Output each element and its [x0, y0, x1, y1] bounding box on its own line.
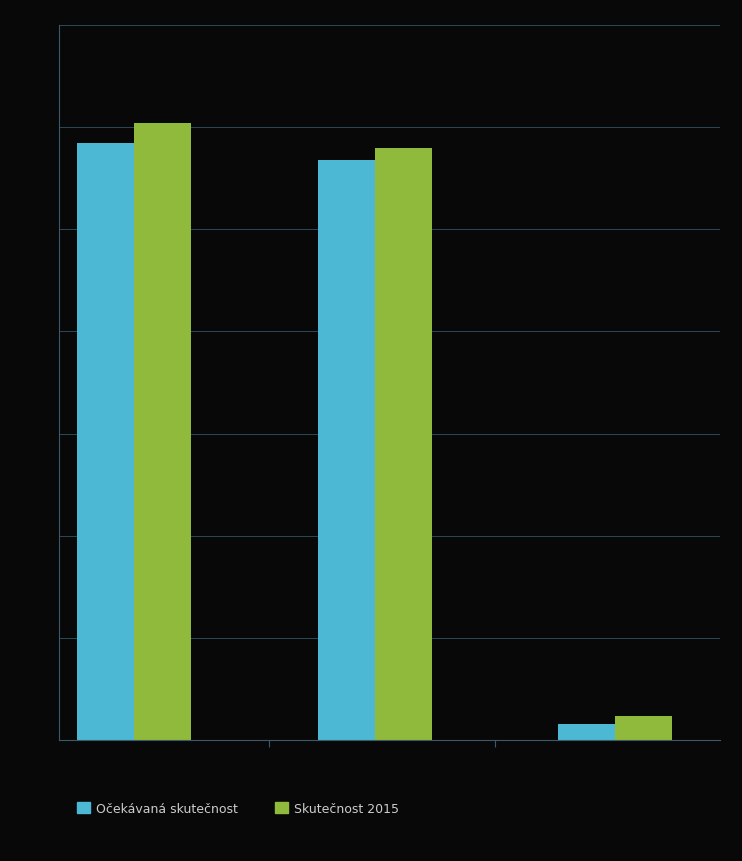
Bar	[375, 148, 432, 740]
Bar	[134, 124, 191, 740]
Legend: Očekávaná skutečnost, Skutečnost 2015: Očekávaná skutečnost, Skutečnost 2015	[72, 797, 404, 820]
Bar	[558, 724, 614, 740]
Bar	[318, 161, 375, 740]
Bar	[77, 145, 134, 740]
Bar	[614, 716, 672, 740]
